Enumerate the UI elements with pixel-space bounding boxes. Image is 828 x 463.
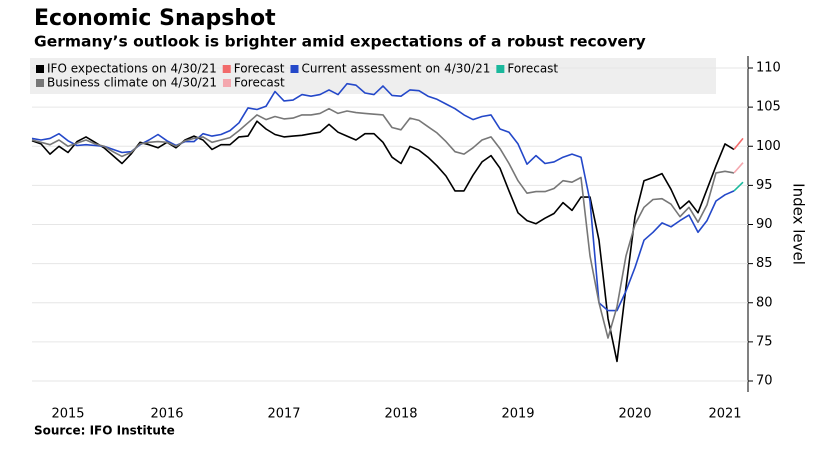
y-tick-label: 85 bbox=[756, 256, 773, 271]
y-axis-label: Index level bbox=[790, 183, 808, 265]
legend-label: Forecast bbox=[234, 76, 285, 90]
line-series bbox=[733, 181, 744, 192]
x-tick-label: 2018 bbox=[384, 407, 417, 422]
legend-label: Business climate on 4/30/21 bbox=[47, 76, 217, 90]
x-tick-label: 2020 bbox=[618, 407, 651, 422]
source: Source: IFO Institute bbox=[34, 424, 175, 438]
legend-label: IFO expectations on 4/30/21 bbox=[47, 62, 217, 76]
legend-label: Forecast bbox=[234, 62, 285, 76]
y-tick-label: 110 bbox=[756, 61, 781, 76]
legend-swatch bbox=[36, 65, 44, 73]
x-tick-label: 2017 bbox=[267, 407, 300, 422]
line-series bbox=[31, 82, 735, 312]
legend-swatch bbox=[290, 65, 299, 73]
line-series bbox=[733, 162, 744, 174]
y-tick-label: 95 bbox=[756, 178, 773, 193]
x-tick-label: 2016 bbox=[150, 407, 183, 422]
legend-background bbox=[30, 58, 716, 94]
x-tick-label: 2015 bbox=[51, 407, 84, 422]
chart-subtitle: Germany’s outlook is brighter amid expec… bbox=[34, 33, 646, 51]
legend-swatch bbox=[36, 79, 44, 87]
line-series bbox=[733, 137, 744, 150]
y-tick-label: 100 bbox=[756, 139, 781, 154]
legend-label: Current assessment on 4/30/21 bbox=[302, 62, 491, 76]
y-tick-label: 75 bbox=[756, 334, 773, 349]
legend-label: Forecast bbox=[507, 62, 558, 76]
legend-swatch bbox=[222, 79, 231, 87]
line-series bbox=[31, 107, 735, 339]
legend-swatch bbox=[222, 65, 231, 73]
line-series bbox=[31, 120, 735, 363]
y-tick-label: 90 bbox=[756, 217, 773, 232]
y-tick-label: 80 bbox=[756, 295, 773, 310]
x-tick-label: 2021 bbox=[708, 407, 741, 422]
y-tick-label: 105 bbox=[756, 100, 781, 115]
legend-swatch bbox=[496, 65, 505, 73]
x-tick-label: 2019 bbox=[501, 407, 534, 422]
y-tick-label: 70 bbox=[756, 374, 773, 389]
chart-title: Economic Snapshot bbox=[34, 6, 276, 31]
